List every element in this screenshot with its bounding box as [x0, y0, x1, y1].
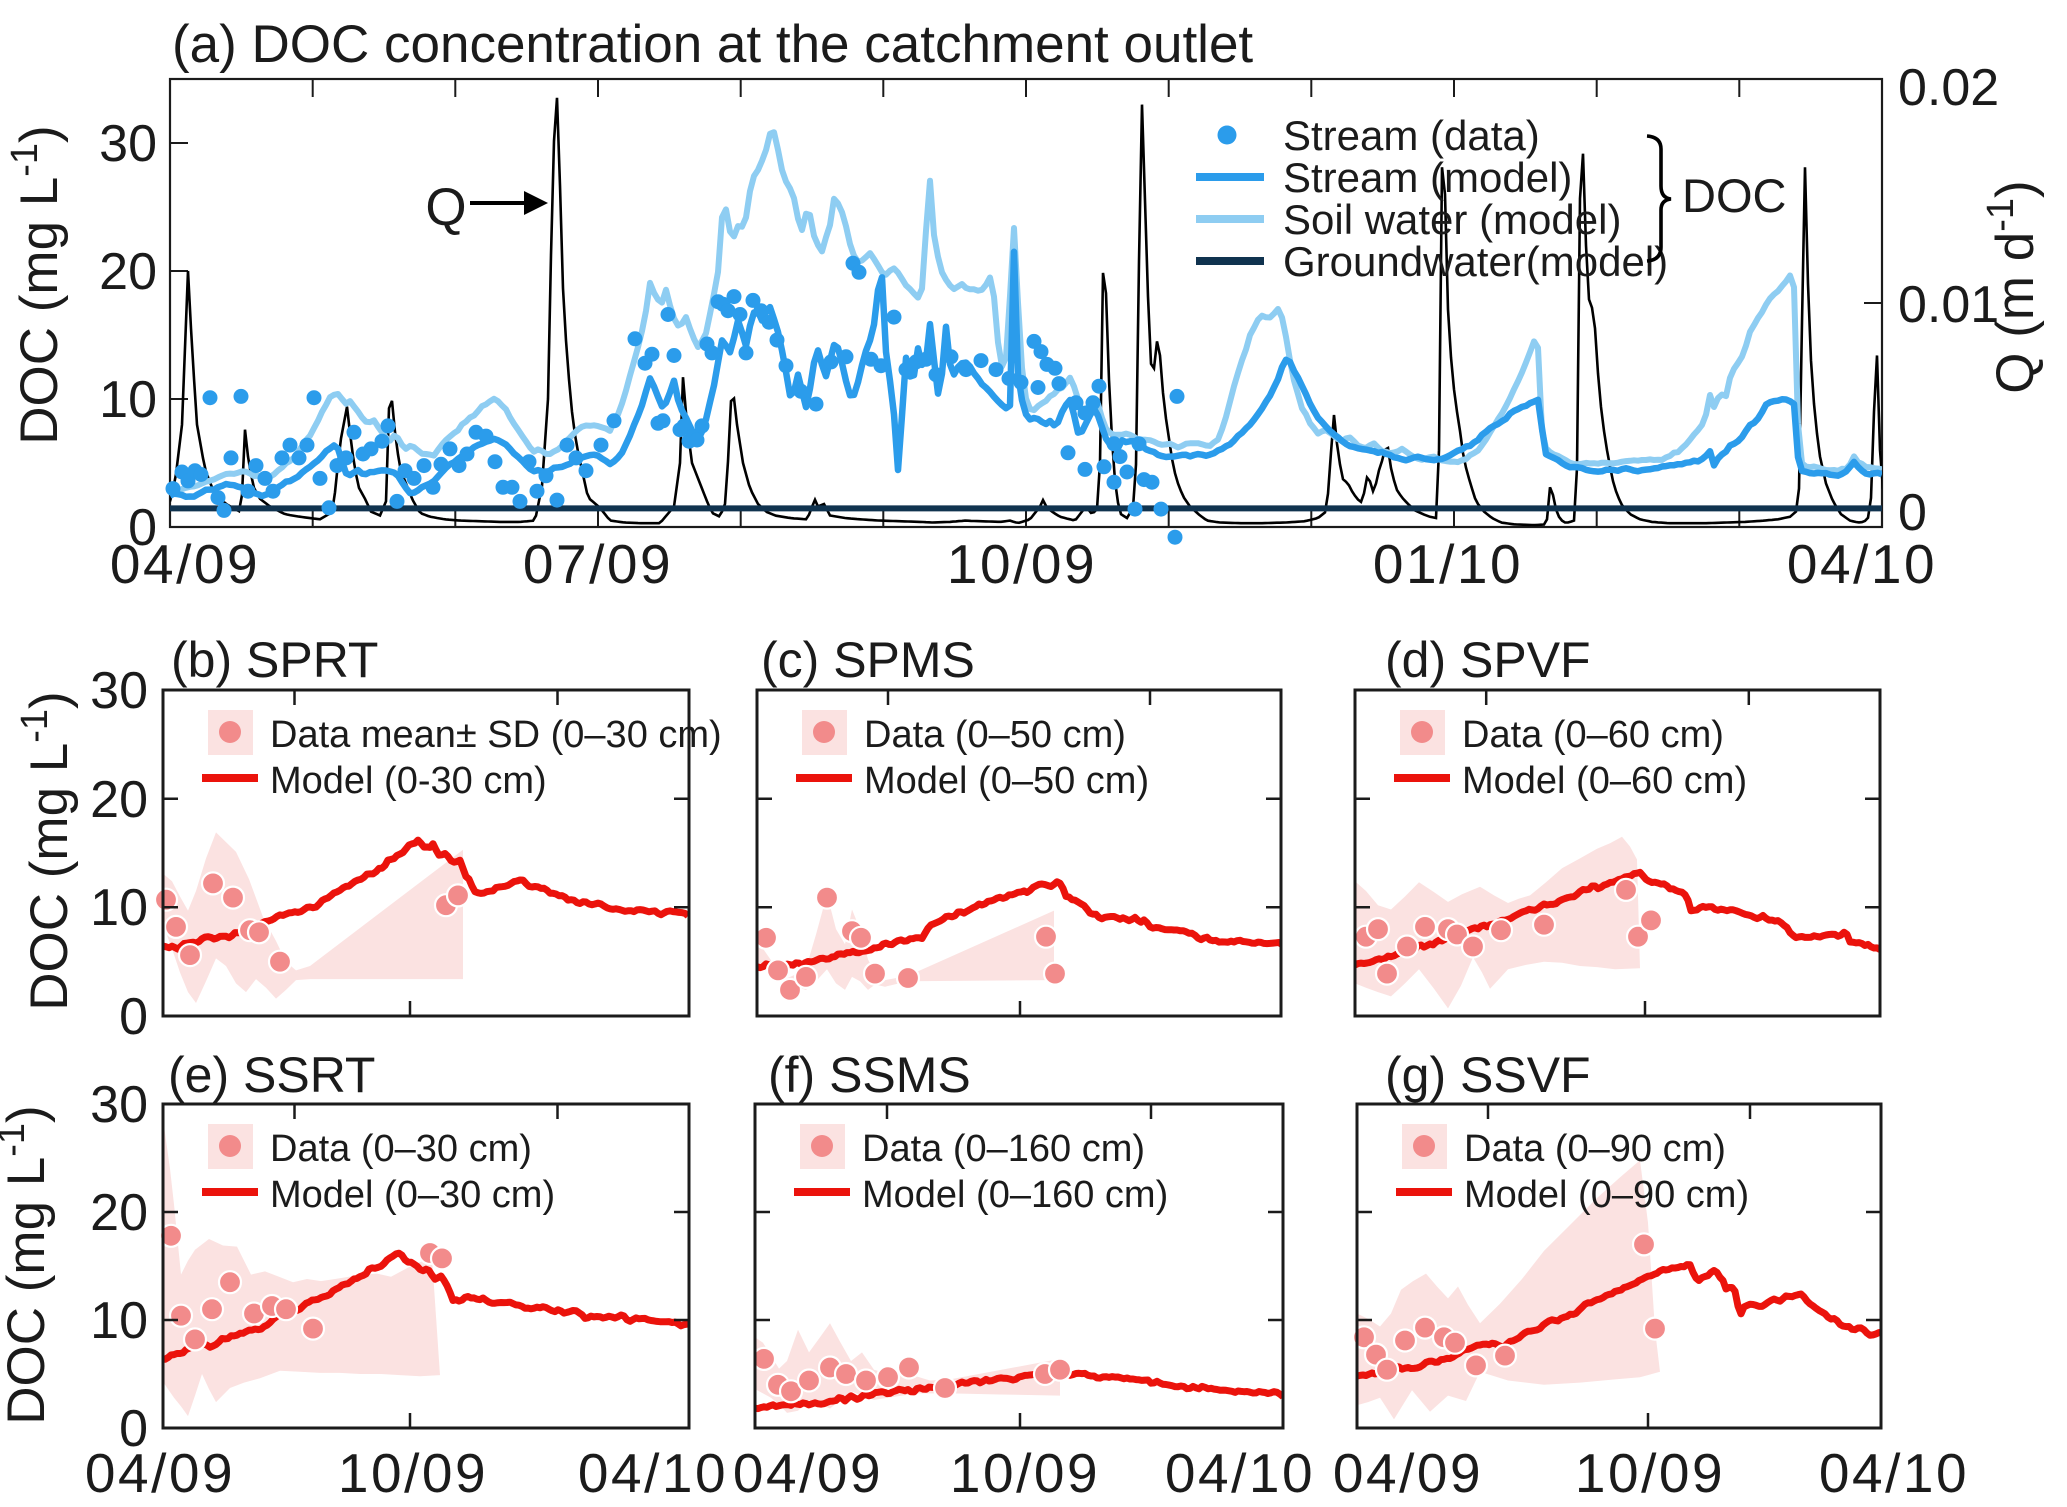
svg-text:10/09: 10/09: [947, 533, 1097, 595]
svg-text:0.02: 0.02: [1898, 59, 1999, 117]
svg-text:0: 0: [128, 499, 157, 557]
svg-text:Model (0–90 cm): Model (0–90 cm): [1464, 1174, 1749, 1216]
svg-text:10: 10: [90, 879, 148, 937]
svg-text:10/09: 10/09: [338, 1442, 488, 1504]
svg-text:10: 10: [99, 371, 157, 429]
svg-text:Data (0–30 cm): Data (0–30 cm): [270, 1128, 532, 1170]
svg-text:Data (0–50 cm): Data (0–50 cm): [864, 714, 1126, 756]
svg-text:04/09: 04/09: [733, 1442, 883, 1504]
svg-text:DOC (mg L-1): DOC (mg L-1): [4, 125, 69, 444]
svg-text:04/09: 04/09: [110, 533, 260, 595]
svg-text:Model (0–30 cm): Model (0–30 cm): [270, 1174, 555, 1216]
svg-text:30: 30: [90, 1076, 148, 1134]
svg-text:Groundwater(model): Groundwater(model): [1283, 238, 1668, 285]
svg-text:Data (0–160 cm): Data (0–160 cm): [862, 1128, 1145, 1170]
svg-text:Stream (data): Stream (data): [1283, 112, 1540, 159]
svg-text:04/10: 04/10: [1165, 1442, 1315, 1504]
svg-text:DOC (mg L-1): DOC (mg L-1): [0, 1105, 56, 1424]
svg-text:04/10: 04/10: [578, 1442, 728, 1504]
svg-text:0: 0: [119, 988, 148, 1046]
svg-text:Data (0–90 cm): Data (0–90 cm): [1464, 1128, 1726, 1170]
svg-text:04/09: 04/09: [85, 1442, 235, 1504]
svg-text:04/10: 04/10: [1819, 1442, 1969, 1504]
svg-text:30: 30: [99, 115, 157, 173]
svg-text:Q: Q: [425, 178, 466, 237]
svg-text:20: 20: [90, 771, 148, 829]
svg-text:0.01: 0.01: [1898, 276, 1999, 334]
svg-text:10/09: 10/09: [950, 1442, 1100, 1504]
svg-text:(g) SSVF: (g) SSVF: [1385, 1047, 1591, 1103]
svg-text:Data (0–60 cm): Data (0–60 cm): [1462, 714, 1724, 756]
svg-text:Model (0–160 cm): Model (0–160 cm): [862, 1174, 1168, 1216]
svg-text:0: 0: [119, 1400, 148, 1458]
svg-text:01/10: 01/10: [1373, 533, 1523, 595]
svg-text:10/09: 10/09: [1575, 1442, 1725, 1504]
svg-text:04/10: 04/10: [1787, 533, 1937, 595]
svg-text:Model (0-30 cm): Model (0-30 cm): [270, 760, 547, 802]
svg-text:Stream (model): Stream (model): [1283, 154, 1572, 201]
svg-text:30: 30: [90, 662, 148, 720]
svg-text:07/09: 07/09: [523, 533, 673, 595]
svg-text:(d) SPVF: (d) SPVF: [1385, 632, 1591, 688]
svg-text:(c) SPMS: (c) SPMS: [761, 632, 975, 688]
svg-text:DOC (mg L-1): DOC (mg L-1): [14, 691, 79, 1010]
svg-text:20: 20: [90, 1184, 148, 1242]
svg-text:DOC: DOC: [1682, 169, 1786, 222]
svg-text:20: 20: [99, 243, 157, 301]
svg-text:Soil water (model): Soil water (model): [1283, 196, 1621, 243]
svg-text:(e) SSRT: (e) SSRT: [168, 1047, 375, 1103]
svg-text:Model (0–60 cm): Model (0–60 cm): [1462, 760, 1747, 802]
svg-text:Model (0–50 cm): Model (0–50 cm): [864, 760, 1149, 802]
svg-text:10: 10: [90, 1292, 148, 1350]
svg-text:(a) DOC concentration at the c: (a) DOC concentration at the catchment o…: [172, 15, 1253, 74]
svg-text:0: 0: [1898, 484, 1927, 542]
svg-text:Data mean± SD (0–30 cm): Data mean± SD (0–30 cm): [270, 714, 722, 756]
svg-text:04/09: 04/09: [1333, 1442, 1483, 1504]
svg-text:(b) SPRT: (b) SPRT: [171, 632, 378, 688]
svg-text:(f) SSMS: (f) SSMS: [768, 1047, 971, 1103]
